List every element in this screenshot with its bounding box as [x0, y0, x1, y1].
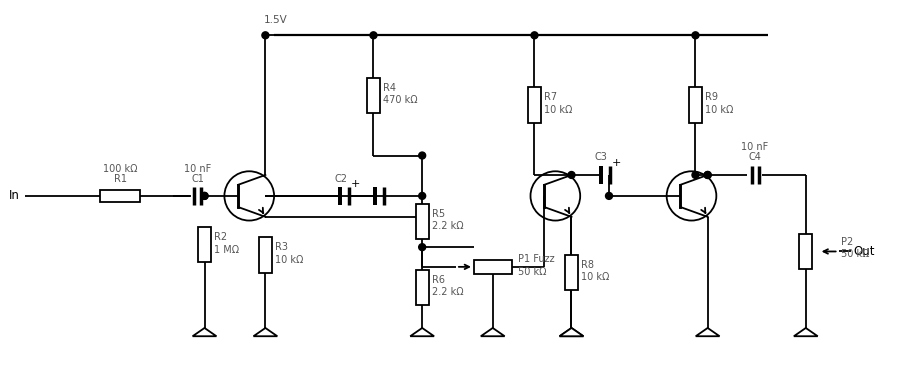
Text: In: In — [9, 189, 20, 203]
Text: 10 kΩ: 10 kΩ — [275, 255, 303, 265]
Bar — [689, 87, 702, 123]
Text: C2: C2 — [334, 174, 347, 184]
Bar — [474, 260, 511, 274]
Polygon shape — [794, 328, 818, 336]
Bar — [565, 255, 578, 290]
Bar — [598, 166, 603, 184]
Text: 100 kΩ: 100 kΩ — [103, 164, 138, 174]
Bar — [416, 270, 428, 305]
Text: 1.5V: 1.5V — [265, 16, 288, 25]
Polygon shape — [410, 328, 434, 336]
Text: 1 MΩ: 1 MΩ — [214, 245, 239, 255]
Circle shape — [606, 192, 613, 200]
Text: 10 kΩ: 10 kΩ — [706, 105, 734, 115]
Bar — [259, 238, 272, 273]
Text: R6: R6 — [432, 275, 446, 285]
Bar — [416, 204, 428, 239]
Text: C3: C3 — [595, 152, 608, 162]
Text: P1 Fuzz: P1 Fuzz — [518, 254, 554, 264]
Polygon shape — [254, 328, 277, 336]
Bar — [100, 190, 140, 202]
Polygon shape — [560, 328, 583, 336]
Text: +: + — [351, 179, 360, 189]
Polygon shape — [481, 328, 505, 336]
Circle shape — [201, 192, 208, 200]
Bar — [528, 87, 541, 123]
Text: R2: R2 — [214, 232, 228, 242]
Polygon shape — [193, 328, 217, 336]
Text: 2.2 kΩ: 2.2 kΩ — [432, 222, 464, 231]
Circle shape — [692, 171, 699, 179]
Circle shape — [370, 32, 377, 39]
Text: R3: R3 — [275, 242, 288, 252]
Circle shape — [262, 32, 269, 39]
Text: Out: Out — [853, 245, 875, 258]
Text: R5: R5 — [432, 209, 446, 218]
Text: 10 nF: 10 nF — [742, 142, 769, 152]
Text: 50 kΩ: 50 kΩ — [518, 267, 546, 277]
Circle shape — [418, 244, 426, 250]
Text: R8: R8 — [581, 260, 594, 269]
Text: 10 nF: 10 nF — [184, 164, 212, 174]
Text: C1: C1 — [191, 174, 204, 184]
Polygon shape — [696, 328, 720, 336]
Text: 50 kΩ: 50 kΩ — [841, 249, 869, 260]
Bar — [338, 187, 342, 205]
Bar — [198, 227, 211, 263]
Text: C4: C4 — [749, 152, 761, 162]
Polygon shape — [560, 328, 583, 336]
Text: +: + — [611, 158, 621, 168]
Circle shape — [418, 192, 426, 200]
Circle shape — [201, 192, 208, 200]
Circle shape — [692, 32, 699, 39]
Bar — [799, 234, 812, 269]
Circle shape — [531, 32, 538, 39]
Text: 10 kΩ: 10 kΩ — [544, 105, 572, 115]
Bar — [373, 187, 377, 205]
Circle shape — [418, 152, 426, 159]
Text: 10 kΩ: 10 kΩ — [581, 272, 610, 282]
Text: 2.2 kΩ: 2.2 kΩ — [432, 288, 464, 298]
Text: R4: R4 — [383, 82, 396, 92]
Text: R7: R7 — [544, 92, 557, 102]
Circle shape — [704, 171, 711, 179]
Text: R9: R9 — [706, 92, 718, 102]
Text: 470 kΩ: 470 kΩ — [383, 95, 418, 105]
Circle shape — [568, 171, 575, 179]
Text: R1: R1 — [113, 174, 127, 184]
Circle shape — [704, 171, 711, 179]
Bar — [367, 78, 380, 113]
Text: P2: P2 — [841, 237, 853, 247]
